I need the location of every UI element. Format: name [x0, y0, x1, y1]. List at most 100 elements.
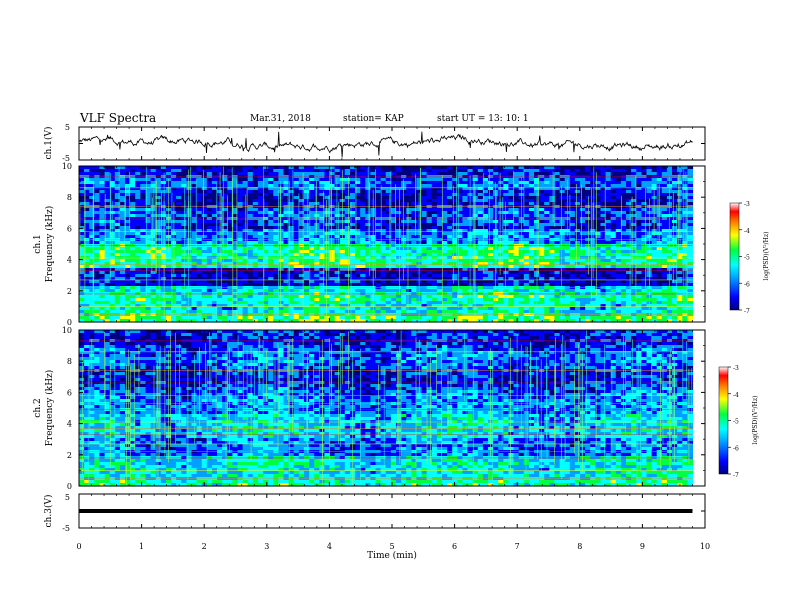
spectrogram-cell	[396, 214, 402, 218]
spectrogram-cell	[447, 199, 453, 203]
spectrogram-cell	[176, 241, 182, 245]
spectrogram-cell	[666, 184, 673, 188]
spectrogram-cell	[457, 166, 463, 170]
spectrogram-cell	[334, 214, 341, 218]
spectrogram-cell	[610, 250, 617, 254]
spectrogram-cell	[385, 172, 392, 176]
spectrogram-cell	[293, 199, 300, 203]
spectrogram-cell	[84, 202, 90, 206]
spectrogram-cell	[196, 253, 203, 257]
spectrogram-cell	[329, 181, 336, 185]
spectrogram-cell	[467, 169, 474, 173]
spectrogram-cell	[539, 169, 545, 173]
spectrogram-cell	[140, 172, 146, 176]
spectrogram-cell	[595, 232, 601, 236]
spectrogram-cell	[544, 220, 550, 224]
spectrogram-cell	[534, 172, 540, 176]
spectrogram-cell	[145, 184, 152, 188]
spectrogram-cell	[355, 250, 361, 254]
spectrogram-cell	[513, 184, 520, 188]
spectrogram-cell	[636, 235, 642, 239]
spectrogram-cell	[477, 229, 484, 233]
spectrogram-cell	[585, 184, 591, 188]
spectrogram-cell	[263, 172, 269, 176]
spectrogram-cell	[309, 202, 315, 206]
spectrogram-cell	[411, 247, 417, 251]
spectrogram-cell	[135, 181, 141, 185]
spectrogram-cell	[672, 223, 678, 227]
spectrogram-cell	[482, 226, 489, 230]
spectrogram-cell	[314, 226, 320, 230]
spectrogram-cell	[528, 208, 535, 212]
spectrogram-cell	[534, 190, 540, 194]
spectrogram-cell	[411, 229, 417, 233]
spectrogram-cell	[334, 187, 341, 191]
spectrogram-cell	[355, 214, 361, 218]
spectrogram-cell	[160, 187, 167, 191]
spectrogram-cell	[641, 235, 648, 239]
spectrogram-cell	[493, 166, 499, 170]
spectrogram-cell	[119, 199, 126, 203]
spectrogram-cell	[452, 238, 458, 242]
spectrogram-cell	[436, 196, 443, 200]
spectrogram-cell	[298, 184, 305, 188]
spectrogram-cell	[186, 247, 193, 251]
spectrogram-cell	[452, 253, 458, 257]
spectrogram-cell	[442, 211, 448, 215]
spectrogram-cell	[559, 214, 566, 218]
spectrogram-cell	[293, 250, 300, 254]
spectrogram-cell	[232, 184, 239, 188]
spectrogram-cell	[140, 211, 146, 215]
spectrogram-cell	[672, 169, 678, 173]
spectrogram-cell	[283, 172, 290, 176]
spectrogram-cell	[145, 187, 152, 191]
spectrogram-cell	[380, 184, 387, 188]
spectrogram-cell	[324, 211, 331, 215]
spectrogram-cell	[687, 223, 694, 227]
spectrogram-cell	[513, 250, 520, 254]
spectrogram-cell	[687, 214, 694, 218]
spectrogram-cell	[84, 238, 90, 242]
spectrogram-cell	[631, 247, 637, 251]
spectrogram-cell	[293, 211, 300, 215]
spectrogram-cell	[171, 178, 177, 182]
spectrogram-cell	[360, 220, 366, 224]
spectrogram-cell	[247, 181, 254, 185]
spectrogram-cell	[620, 229, 627, 233]
spectrogram-cell	[79, 193, 85, 197]
spectrogram-cell	[360, 208, 366, 212]
spectrogram-cell	[319, 214, 325, 218]
spectrogram-cell	[390, 187, 397, 191]
spectrogram-cell	[222, 232, 228, 236]
spectrogram-cell	[84, 208, 90, 212]
spectrogram-cell	[319, 250, 325, 254]
spectrogram-cell	[574, 190, 581, 194]
spectrogram-cell	[84, 178, 90, 182]
spectrogram-cell	[278, 247, 285, 251]
spectrogram-cell	[319, 238, 325, 242]
spectrogram-cell	[442, 226, 448, 230]
spectrogram-cell	[360, 190, 366, 194]
spectrogram-cell	[574, 184, 581, 188]
spectrogram-cell	[130, 235, 136, 239]
spectrogram-cell	[334, 253, 341, 257]
spectrogram-cell	[89, 178, 95, 182]
spectrogram-cell	[273, 226, 279, 230]
spectrogram-cell	[135, 235, 141, 239]
spectrogram-cell	[114, 223, 121, 227]
spectrogram-cell	[462, 184, 469, 188]
spectrogram-cell	[421, 229, 428, 233]
spectrogram-cell	[549, 223, 555, 227]
spectrogram-cell	[135, 238, 141, 242]
spectrogram-cell	[564, 247, 571, 251]
spectrogram-cell	[344, 166, 351, 170]
spectrogram-cell	[273, 253, 279, 257]
spectrogram-cell	[176, 238, 182, 242]
spectrogram-cell	[646, 178, 653, 182]
spectrogram-cell	[457, 214, 463, 218]
spectrogram-cell	[155, 199, 162, 203]
spectrogram-cell	[661, 211, 668, 215]
spectrogram-cell	[94, 184, 100, 188]
spectrogram-cell	[298, 169, 305, 173]
spectrogram-cell	[569, 166, 576, 170]
